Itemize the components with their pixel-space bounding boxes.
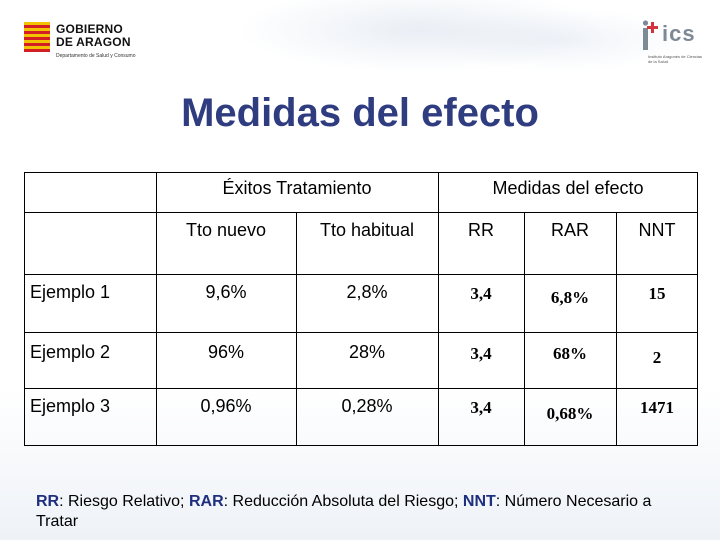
cell-rar: 6,8%: [550, 288, 590, 307]
table-rule-col-habitual: [296, 212, 297, 446]
aragon-logo-line2: DE ARAGON: [56, 35, 131, 49]
ics-plus-icon: [642, 20, 658, 50]
table-rule-col-rar: [524, 212, 525, 446]
abbr-nnt-text: : Número Necesario a Tratar: [36, 493, 652, 530]
subheader-rar: RAR: [550, 220, 589, 240]
cell-tto-nuevo: 96%: [207, 342, 245, 362]
abbr-nnt: NNT: [462, 493, 496, 510]
cell-rr: 3,4: [470, 344, 492, 363]
row-label: Ejemplo 2: [30, 342, 111, 362]
abbr-rr: RR: [36, 493, 60, 510]
abbr-rar-text: : Reducción Absoluta del Riesgo;: [223, 493, 463, 510]
cell-tto-nuevo: 9,6%: [205, 282, 247, 302]
subheader-tto-habitual: Tto habitual: [319, 220, 415, 240]
cell-nnt: 2: [652, 348, 662, 367]
cell-rr: 3,4: [470, 284, 492, 303]
aragon-logo-line1: GOBIERNO: [56, 22, 123, 36]
table-rule-col-measures: [438, 172, 439, 446]
ics-logo-subtitle: Instituto Aragonés de Ciencias de la Sal…: [648, 54, 703, 64]
ics-logo-text: ics: [662, 21, 696, 46]
abbr-rar: RAR: [188, 493, 224, 510]
cell-rar: 68%: [553, 344, 587, 363]
table-rule-col1: [156, 172, 157, 446]
table-rule-row1: [24, 332, 698, 333]
cell-tto-habitual: 2,8%: [346, 282, 388, 302]
ics-logo: ics Instituto Aragonés de Ciencias de la…: [640, 18, 706, 68]
row-label: Ejemplo 1: [30, 282, 111, 302]
header-exitos-tratamiento: Éxitos Tratamiento: [222, 178, 372, 198]
cell-tto-nuevo: 0,96%: [200, 396, 252, 416]
gobierno-aragon-logo: GOBIERNO DE ARAGON Departamento de Salud…: [24, 20, 174, 64]
table-rule-row2: [24, 388, 698, 389]
abbreviations-footnote: RR: Riesgo Relativo; RAR: Reducción Abso…: [36, 492, 676, 532]
table-rule-header: [24, 212, 698, 213]
header-decoration: [0, 0, 720, 140]
slide-title: Medidas del efecto: [181, 91, 539, 135]
aragon-flag-icon: [24, 22, 50, 52]
cell-nnt: 15: [648, 284, 666, 303]
table-rule-col-nnt: [616, 212, 617, 446]
table-frame: [24, 172, 698, 446]
subheader-tto-nuevo: Tto nuevo: [185, 220, 267, 240]
table-rule-subheader: [24, 274, 698, 275]
aragon-logo-subtitle: Departamento de Salud y Consumo: [56, 53, 136, 59]
header-medidas-efecto: Medidas del efecto: [492, 178, 644, 198]
effect-measures-table: Éxitos Tratamiento Medidas del efecto Tt…: [24, 172, 698, 446]
cell-tto-habitual: 0,28%: [341, 396, 393, 416]
cell-rr: 3,4: [470, 398, 492, 417]
cell-nnt: 1471: [640, 398, 674, 417]
abbr-rr-text: : Riesgo Relativo;: [59, 493, 189, 510]
cell-rar: 0,68%: [546, 404, 594, 423]
subheader-rr: RR: [468, 220, 494, 240]
cell-tto-habitual: 28%: [348, 342, 386, 362]
row-label: Ejemplo 3: [30, 396, 111, 416]
subheader-nnt: NNT: [638, 220, 676, 240]
